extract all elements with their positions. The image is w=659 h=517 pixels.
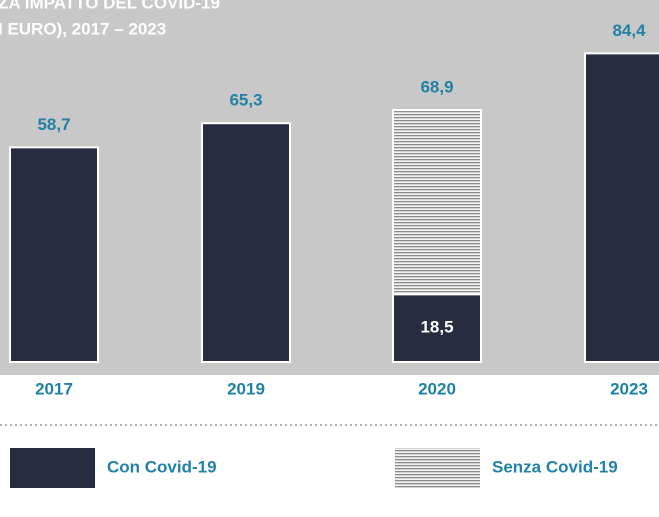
value-label: 58,7 (37, 115, 70, 134)
bar-with-covid (584, 52, 659, 363)
legend-label: Senza Covid-19 (492, 457, 618, 476)
bar-with-covid (392, 293, 482, 364)
x-tick-label: 2023 (610, 379, 648, 398)
value-label: 84,4 (612, 21, 646, 40)
bar-with-covid (9, 146, 99, 363)
bar-with-covid (201, 122, 291, 364)
legend-swatch (395, 448, 480, 488)
legend-label: Con Covid-19 (107, 457, 217, 476)
x-tick-label: 2020 (418, 379, 456, 398)
value-label: 18,5 (420, 318, 453, 337)
legend-swatch (10, 448, 95, 488)
x-tick-label: 2019 (227, 379, 265, 398)
value-label: 68,9 (420, 78, 453, 97)
plot-background (0, 0, 659, 375)
value-label: 65,3 (229, 91, 262, 110)
chart-title: ZA IMPATTO DEL COVID-19 (0, 0, 220, 12)
chart-title: I EURO), 2017 – 2023 (0, 19, 166, 38)
x-tick-label: 2017 (35, 379, 73, 398)
